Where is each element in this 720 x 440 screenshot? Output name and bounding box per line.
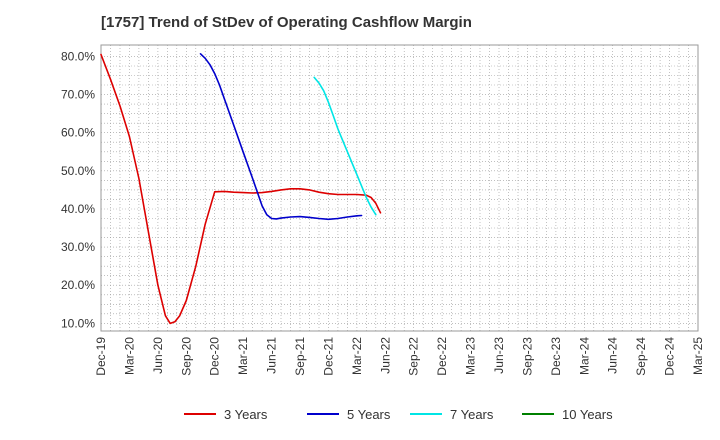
x-tick-label: Mar-25 bbox=[691, 337, 705, 375]
x-tick-label: Mar-24 bbox=[577, 337, 591, 375]
grid-lines bbox=[101, 45, 698, 331]
legend-label: 3 Years bbox=[224, 407, 268, 422]
y-tick-label: 10.0% bbox=[61, 316, 95, 330]
x-tick-label: Sep-24 bbox=[634, 337, 648, 376]
plot-area bbox=[100, 44, 699, 332]
x-tick-label: Mar-22 bbox=[350, 337, 364, 375]
y-tick-label: 30.0% bbox=[61, 240, 95, 254]
y-tick-label: 20.0% bbox=[61, 278, 95, 292]
legend-label: 7 Years bbox=[450, 407, 494, 422]
y-tick-label: 60.0% bbox=[61, 126, 95, 140]
series-lines bbox=[100, 53, 382, 325]
series-line-3-years bbox=[100, 53, 382, 325]
chart-title: [1757] Trend of StDev of Operating Cashf… bbox=[101, 14, 472, 31]
y-tick-label: 70.0% bbox=[61, 88, 95, 102]
x-tick-label: Mar-21 bbox=[236, 337, 250, 375]
x-tick-label: Dec-23 bbox=[549, 337, 563, 376]
x-tick-label: Dec-24 bbox=[663, 337, 677, 376]
x-tick-label: Mar-20 bbox=[122, 337, 136, 375]
x-tick-label: Jun-22 bbox=[378, 337, 392, 374]
x-tick-label: Sep-21 bbox=[293, 337, 307, 376]
x-tick-label: Sep-23 bbox=[520, 337, 534, 376]
x-tick-label: Jun-23 bbox=[492, 337, 506, 374]
x-tick-label: Dec-21 bbox=[321, 337, 335, 376]
legend: 3 Years 5 Years 7 Years 10 Years bbox=[184, 407, 613, 422]
x-axis-ticks: Dec-19 Mar-20 Jun-20 Sep-20 Dec-20 Mar-21 Jun-… bbox=[94, 337, 705, 376]
x-tick-label: Dec-19 bbox=[94, 337, 108, 376]
x-tick-label: Mar-23 bbox=[464, 337, 478, 375]
series-line-5-years bbox=[199, 53, 363, 221]
x-tick-label: Sep-22 bbox=[407, 337, 421, 376]
legend-label: 5 Years bbox=[347, 407, 391, 422]
y-tick-label: 50.0% bbox=[61, 164, 95, 178]
x-tick-label: Jun-24 bbox=[606, 337, 620, 374]
x-tick-label: Jun-21 bbox=[265, 337, 279, 374]
y-axis-ticks: 10.0% 20.0% 30.0% 40.0% 50.0% 60.0% 70.0% 80.0% bbox=[61, 49, 95, 330]
y-tick-label: 40.0% bbox=[61, 202, 95, 216]
series-line-7-years bbox=[313, 76, 377, 216]
x-tick-label: Dec-20 bbox=[208, 337, 222, 376]
x-tick-label: Sep-20 bbox=[179, 337, 193, 376]
legend-label: 10 Years bbox=[562, 407, 613, 422]
x-tick-label: Dec-22 bbox=[435, 337, 449, 376]
y-tick-label: 80.0% bbox=[61, 49, 95, 63]
x-tick-label: Jun-20 bbox=[151, 337, 165, 374]
